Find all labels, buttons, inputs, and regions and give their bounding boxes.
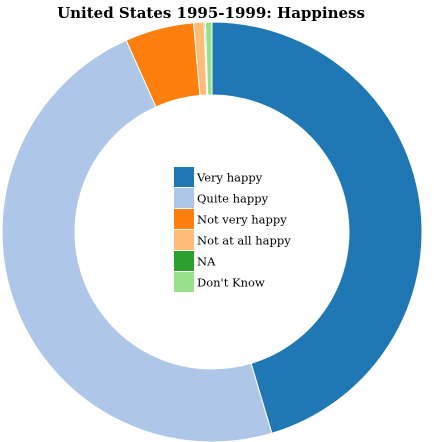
legend-swatch xyxy=(174,230,194,250)
legend-label: Don't Know xyxy=(197,276,265,290)
legend-swatch xyxy=(174,188,194,208)
slice-quite-happy xyxy=(1,39,273,442)
legend-label: Not very happy xyxy=(197,213,287,227)
slice-very-happy xyxy=(211,21,423,434)
chart-title: United States 1995-1999: Happiness xyxy=(57,4,365,22)
legend: Very happy Quite happy Not very happy Not a… xyxy=(174,167,291,292)
legend-swatch xyxy=(174,209,194,229)
donut-slices xyxy=(1,21,423,442)
legend-swatch xyxy=(174,272,194,292)
legend-swatch xyxy=(174,251,194,271)
legend-label: NA xyxy=(197,255,216,269)
legend-swatch xyxy=(174,167,194,187)
legend-label: Very happy xyxy=(196,171,263,185)
legend-label: Not at all happy xyxy=(197,234,291,248)
slice-don-t-know xyxy=(204,21,213,96)
legend-label: Quite happy xyxy=(197,192,269,206)
